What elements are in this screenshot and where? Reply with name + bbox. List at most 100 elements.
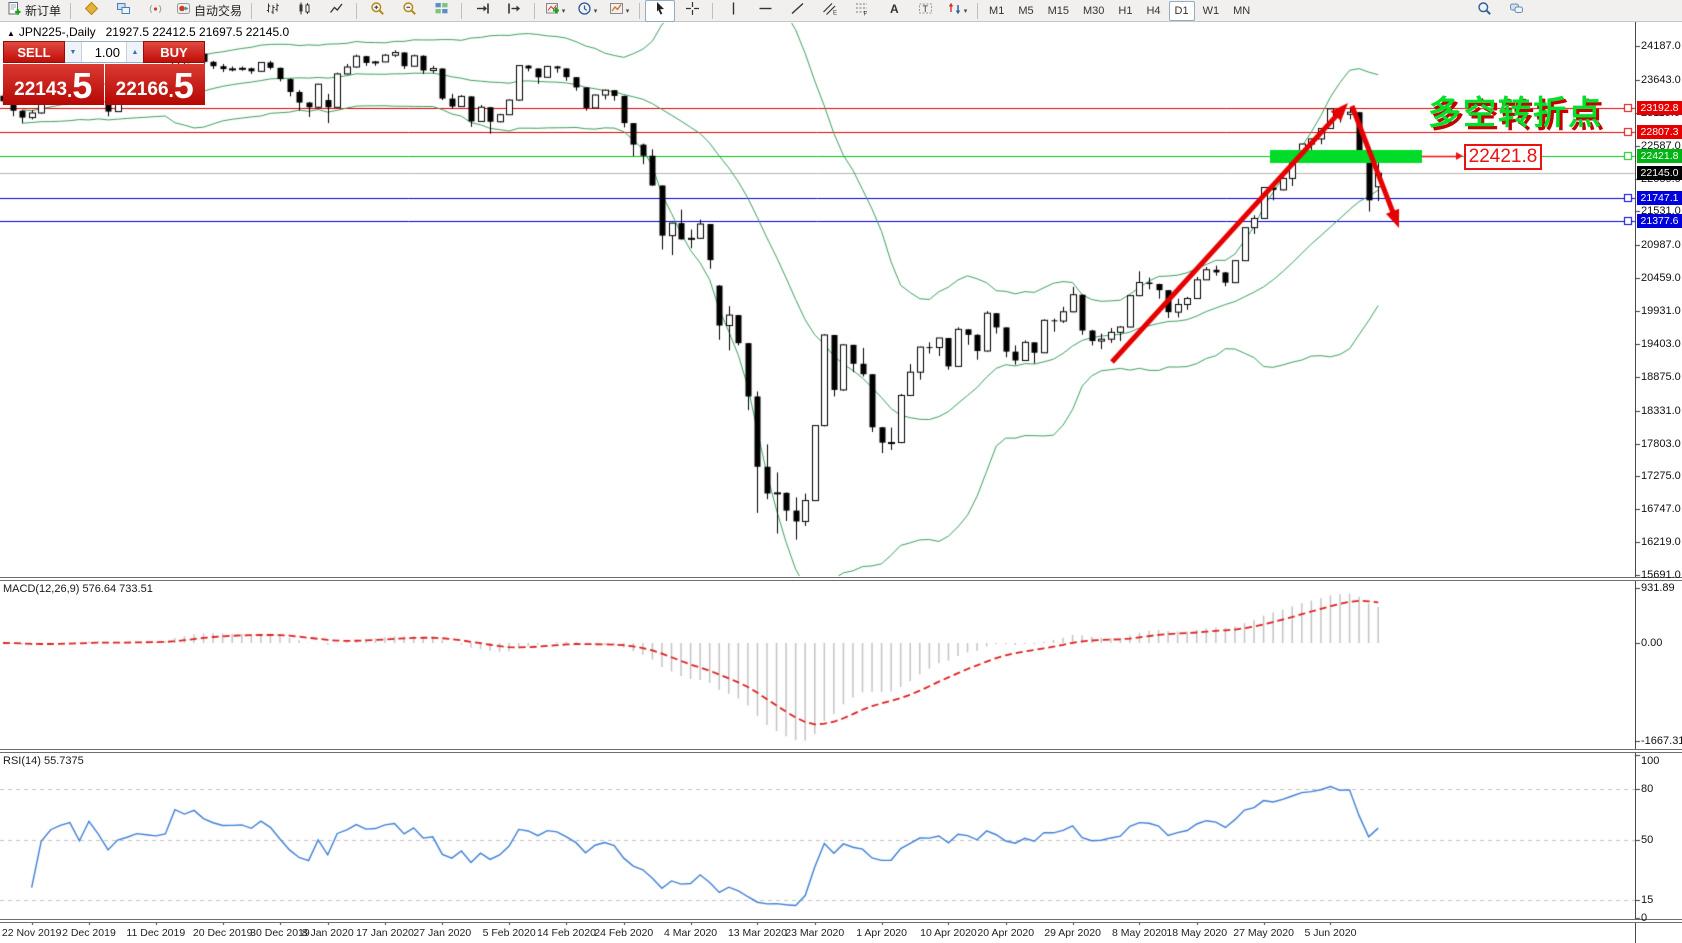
- toolbar-separator: [70, 2, 72, 19]
- price-tick-label: 20459.0: [1641, 272, 1681, 285]
- price-line-badge: 21377.6: [1637, 214, 1682, 229]
- fibonacci-button[interactable]: F: [846, 0, 876, 22]
- date-tick-label: 27 Jan 2020: [413, 927, 472, 939]
- zoom-out-button[interactable]: [394, 0, 424, 22]
- new-order-button[interactable]: 新订单: [3, 0, 65, 22]
- macd-indicator-label: MACD(12,26,9) 576.64 733.51: [3, 583, 153, 595]
- shift-icon: [507, 1, 522, 21]
- price-axis-line: [1635, 22, 1636, 943]
- auto-scroll-button[interactable]: [467, 0, 497, 22]
- profile-button[interactable]: [108, 0, 138, 22]
- price-label-box[interactable]: 22421.8: [1464, 144, 1542, 170]
- autotrading-button[interactable]: 自动交易: [172, 0, 246, 22]
- timeframe-mn[interactable]: MN: [1233, 4, 1251, 17]
- signals-button[interactable]: [140, 0, 170, 22]
- collapse-triangle-icon[interactable]: ▲: [7, 29, 15, 38]
- zoom-out-icon: [402, 1, 417, 21]
- panel-separator[interactable]: [0, 577, 1682, 581]
- periods-button[interactable]: ▾: [572, 0, 602, 22]
- timeframe-m1[interactable]: M1: [989, 4, 1005, 17]
- date-tick-label: 8 Jan 2020: [301, 927, 354, 939]
- arrows-icon: [947, 1, 962, 21]
- candlestick-chart-button[interactable]: [289, 0, 319, 22]
- chevron-down-icon: ▾: [561, 7, 566, 15]
- bars-icon: [265, 1, 280, 21]
- tile-windows-button[interactable]: [426, 0, 456, 22]
- clock-icon: [577, 1, 592, 21]
- date-tick-label: 11 Dec 2019: [126, 927, 186, 939]
- panel-separator[interactable]: [0, 749, 1682, 753]
- price-tick-label: 17803.0: [1641, 437, 1681, 450]
- sell-price-display[interactable]: 22143. 5: [3, 64, 104, 105]
- timeframe-h1[interactable]: H1: [1118, 4, 1133, 17]
- zoom-in-button[interactable]: [362, 0, 392, 22]
- metaeditor-button[interactable]: [76, 0, 106, 22]
- text-label-button[interactable]: T: [910, 0, 940, 22]
- rsi-tick-label: 15: [1641, 893, 1654, 906]
- price-line-badge: 22421.8: [1637, 149, 1682, 163]
- bar-chart-button[interactable]: [257, 0, 287, 22]
- toolbar-separator: [356, 2, 358, 19]
- svg-text:F: F: [863, 11, 867, 16]
- buy-button[interactable]: BUY: [143, 41, 205, 63]
- pivot-annotation-text[interactable]: 多空转折点: [1428, 94, 1603, 131]
- volume-value[interactable]: 1.00: [94, 44, 120, 60]
- panel-separator[interactable]: [0, 919, 1682, 923]
- date-tick-label: 20 Apr 2020: [977, 927, 1035, 939]
- volume-decrease-button[interactable]: ▼: [65, 42, 82, 62]
- price-tick-label: 16219.0: [1641, 536, 1681, 549]
- price-tick-label: 20987.0: [1641, 239, 1681, 252]
- arrows-button[interactable]: ▾: [942, 0, 972, 22]
- cursor-icon: [653, 1, 668, 21]
- cursor-button[interactable]: [645, 0, 676, 22]
- volume-stepper[interactable]: ▼ 1.00 ▲: [65, 41, 143, 63]
- buy-price-display[interactable]: 22166. 5: [104, 64, 205, 105]
- date-tick-label: 17 Jan 2020: [356, 927, 414, 939]
- crosshair-button[interactable]: [677, 0, 707, 22]
- timeframe-m5[interactable]: M5: [1018, 4, 1034, 17]
- price-tick-label: 19403.0: [1641, 337, 1681, 350]
- date-tick-label: 30 Dec 2019: [250, 927, 310, 939]
- price-tick-label: 22587.0: [1641, 139, 1681, 152]
- vertical-line-button[interactable]: [718, 0, 748, 22]
- search-button[interactable]: [1469, 0, 1499, 22]
- date-tick-label: 24 Feb 2020: [594, 927, 654, 939]
- toolbar-separator: [639, 2, 641, 19]
- date-tick-label: 13 Mar 2020: [727, 927, 787, 939]
- sell-button[interactable]: SELL: [3, 41, 65, 63]
- chat-button[interactable]: [1501, 0, 1531, 22]
- label-icon: T: [918, 1, 933, 21]
- line-chart-button[interactable]: [321, 0, 351, 22]
- zoom-in-icon: [370, 1, 385, 21]
- indicators-button[interactable]: ▾: [540, 0, 570, 22]
- svg-text:E: E: [833, 10, 837, 16]
- rsi-tick-label: 100: [1641, 755, 1660, 767]
- channel-icon: E: [822, 1, 837, 21]
- macd-tick-label: 931.89: [1641, 582, 1675, 594]
- price-tick-label: 18875.0: [1641, 370, 1681, 383]
- macd-tick-label: 0.00: [1641, 637, 1663, 649]
- timeframe-m15[interactable]: M15: [1047, 4, 1069, 17]
- magnifier-icon: [1477, 1, 1492, 21]
- timeframe-m30[interactable]: M30: [1083, 4, 1105, 17]
- templates-button[interactable]: ▾: [604, 0, 634, 22]
- rsi-tick-label: 0: [1641, 912, 1648, 924]
- hline-icon: [758, 1, 773, 21]
- timeframe-h4[interactable]: H4: [1146, 4, 1161, 17]
- chevron-down-icon: ▾: [625, 7, 630, 15]
- chart-shift-button[interactable]: [499, 0, 529, 22]
- text-button[interactable]: A: [878, 0, 908, 22]
- date-tick-label: 27 May 2020: [1233, 927, 1294, 939]
- timeframe-w1[interactable]: W1: [1202, 4, 1220, 17]
- chart-ohlc-values: 21927.5 22412.5 21697.5 22145.0: [105, 25, 290, 39]
- equidistant-channel-button[interactable]: E: [814, 0, 844, 22]
- trendline-button[interactable]: [782, 0, 812, 22]
- timeframe-d1[interactable]: D1: [1168, 0, 1195, 21]
- price-line-badge: 22145.0: [1637, 166, 1682, 181]
- rsi-indicator-label: RSI(14) 55.7375: [3, 755, 84, 767]
- volume-increase-button[interactable]: ▲: [126, 42, 143, 62]
- horizontal-line-button[interactable]: [750, 0, 780, 22]
- sell-price-dot: .: [67, 81, 73, 102]
